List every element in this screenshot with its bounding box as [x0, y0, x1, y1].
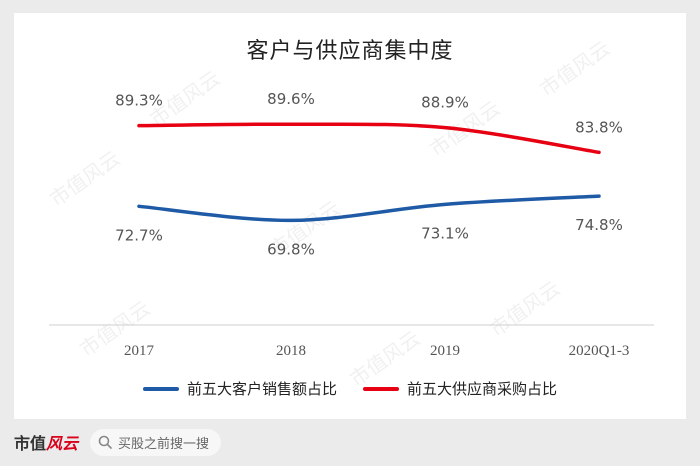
data-label: 88.9% [421, 94, 469, 112]
data-label: 69.8% [267, 240, 315, 258]
series-line-customers [137, 194, 601, 223]
legend: 前五大客户销售额占比 前五大供应商采购占比 [14, 378, 686, 399]
legend-swatch-suppliers [363, 386, 399, 391]
x-tick-label: 2020Q1-3 [569, 343, 630, 359]
line-chart: 72.7% 69.8% 73.1% 74.8% 89.3% 89.6% 88.9% 83.8%… [49, 90, 654, 359]
search-box[interactable]: 买股之前搜一搜 [90, 428, 222, 456]
brand-prefix: 市值 [14, 434, 47, 453]
data-label: 73.1% [421, 224, 469, 242]
data-label: 89.6% [267, 90, 315, 108]
footer: 市值风云 买股之前搜一搜 [14, 425, 222, 459]
legend-swatch-customers [142, 386, 179, 391]
data-label: 89.3% [115, 92, 163, 110]
data-label: 83.8% [575, 118, 623, 136]
legend-label-suppliers: 前五大供应商采购占比 [407, 380, 558, 398]
x-tick-label: 2018 [276, 343, 306, 359]
data-label: 74.8% [575, 216, 623, 234]
brand-logo[interactable]: 市值风云 [14, 430, 78, 454]
chart-card: 客户与供应商集中度 市值风云 市值风云 市值风云 市值风云 市值风云 市值风云 … [14, 13, 686, 419]
brand-suffix: 风云 [46, 434, 79, 453]
x-tick-label: 2019 [430, 343, 460, 359]
legend-item-suppliers: 前五大供应商采购占比 [363, 378, 557, 399]
search-placeholder: 买股之前搜一搜 [118, 436, 210, 452]
search-icon [98, 435, 112, 449]
data-label: 72.7% [115, 226, 163, 244]
legend-label-customers: 前五大客户销售额占比 [186, 380, 337, 398]
series-line-suppliers [137, 122, 601, 155]
legend-item-customers: 前五大客户销售额占比 [142, 378, 337, 399]
chart-title: 客户与供应商集中度 [246, 39, 454, 64]
x-tick-label: 2017 [124, 343, 155, 359]
